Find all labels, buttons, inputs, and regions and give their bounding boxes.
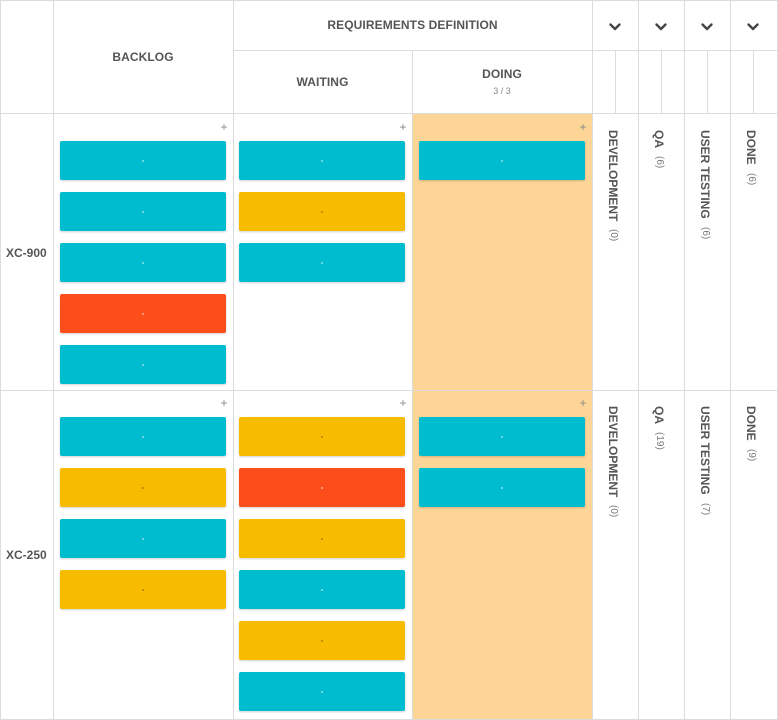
- card-title-placeholder: [142, 588, 144, 591]
- collapsed-column-qa[interactable]: QA (6): [652, 130, 666, 168]
- column-count: (19): [654, 432, 665, 450]
- expand-qa-chevron-down-icon[interactable]: [653, 19, 669, 35]
- swimlane-label-xc-900: XC-900: [6, 246, 47, 260]
- kanban-card-waiting[interactable]: [239, 417, 405, 456]
- expand-development-chevron-down-icon[interactable]: [607, 19, 623, 35]
- column-header-backlog: BACKLOG: [112, 50, 174, 64]
- card-title-placeholder: [142, 210, 144, 213]
- card-title-placeholder: [142, 159, 144, 162]
- kanban-card-doing[interactable]: [419, 417, 585, 456]
- kanban-card-backlog[interactable]: [60, 243, 226, 282]
- card-title-placeholder: [142, 363, 144, 366]
- column-count: (0): [608, 229, 619, 242]
- collapsed-column-development[interactable]: DEVELOPMENT (0): [606, 130, 620, 242]
- doing-wip-limit: 3 / 3: [493, 86, 511, 96]
- add-card-doing-xc-900-button[interactable]: +: [579, 120, 587, 134]
- swimlane-label-xc-250: XC-250: [6, 548, 47, 562]
- column-count: (7): [700, 502, 711, 515]
- kanban-card-backlog[interactable]: [60, 345, 226, 384]
- kanban-card-doing[interactable]: [419, 468, 585, 507]
- column-header-doing: DOING: [482, 67, 522, 81]
- card-title-placeholder: [501, 435, 503, 438]
- collapsed-column-development[interactable]: DEVELOPMENT (0): [606, 406, 620, 518]
- card-title-placeholder: [142, 261, 144, 264]
- column-name: USER TESTING: [698, 406, 712, 495]
- kanban-card-waiting[interactable]: [239, 141, 405, 180]
- card-title-placeholder: [321, 435, 323, 438]
- add-card-waiting-xc-900-button[interactable]: +: [399, 120, 407, 134]
- add-card-backlog-xc-900-button[interactable]: +: [220, 120, 228, 134]
- kanban-card-backlog[interactable]: [60, 417, 226, 456]
- column-name: QA: [652, 406, 666, 424]
- kanban-card-waiting[interactable]: [239, 672, 405, 711]
- column-name: QA: [652, 130, 666, 148]
- add-card-waiting-xc-250-button[interactable]: +: [399, 396, 407, 410]
- kanban-card-backlog[interactable]: [60, 192, 226, 231]
- kanban-card-backlog[interactable]: [60, 141, 226, 180]
- kanban-card-waiting[interactable]: [239, 243, 405, 282]
- card-title-placeholder: [321, 690, 323, 693]
- card-title-placeholder: [321, 486, 323, 489]
- card-title-placeholder: [321, 537, 323, 540]
- kanban-card-backlog[interactable]: [60, 519, 226, 558]
- add-card-doing-xc-250-button[interactable]: +: [579, 396, 587, 410]
- group-header-requirements-definition: REQUIREMENTS DEFINITION: [327, 18, 498, 32]
- column-count: (6): [746, 172, 757, 185]
- column-header-waiting: WAITING: [296, 75, 349, 89]
- collapsed-column-user-testing[interactable]: USER TESTING (7): [698, 406, 712, 515]
- column-name: DEVELOPMENT: [606, 130, 620, 222]
- kanban-card-doing[interactable]: [419, 141, 585, 180]
- column-count: (6): [654, 156, 665, 169]
- column-count: (6): [700, 226, 711, 239]
- column-name: DONE: [744, 130, 758, 165]
- kanban-card-backlog[interactable]: [60, 570, 226, 609]
- card-title-placeholder: [501, 159, 503, 162]
- column-count: (0): [608, 505, 619, 518]
- kanban-card-waiting[interactable]: [239, 570, 405, 609]
- expand-user-testing-chevron-down-icon[interactable]: [699, 19, 715, 35]
- kanban-card-backlog[interactable]: [60, 468, 226, 507]
- column-name: USER TESTING: [698, 130, 712, 219]
- collapsed-column-done[interactable]: DONE (6): [744, 130, 758, 185]
- collapsed-column-user-testing[interactable]: USER TESTING (6): [698, 130, 712, 239]
- add-card-backlog-xc-250-button[interactable]: +: [220, 396, 228, 410]
- card-title-placeholder: [142, 435, 144, 438]
- card-title-placeholder: [321, 159, 323, 162]
- collapsed-column-qa[interactable]: QA (19): [652, 406, 666, 450]
- kanban-card-backlog[interactable]: [60, 294, 226, 333]
- expand-done-chevron-down-icon[interactable]: [745, 19, 761, 35]
- column-count: (9): [746, 448, 757, 461]
- card-title-placeholder: [321, 588, 323, 591]
- kanban-card-waiting[interactable]: [239, 468, 405, 507]
- card-title-placeholder: [321, 210, 323, 213]
- card-title-placeholder: [321, 639, 323, 642]
- column-name: DONE: [744, 406, 758, 441]
- card-title-placeholder: [142, 537, 144, 540]
- kanban-card-waiting[interactable]: [239, 192, 405, 231]
- kanban-card-waiting[interactable]: [239, 621, 405, 660]
- card-title-placeholder: [142, 486, 144, 489]
- kanban-card-waiting[interactable]: [239, 519, 405, 558]
- card-title-placeholder: [142, 312, 144, 315]
- collapsed-column-done[interactable]: DONE (9): [744, 406, 758, 461]
- card-title-placeholder: [321, 261, 323, 264]
- column-name: DEVELOPMENT: [606, 406, 620, 498]
- card-title-placeholder: [501, 486, 503, 489]
